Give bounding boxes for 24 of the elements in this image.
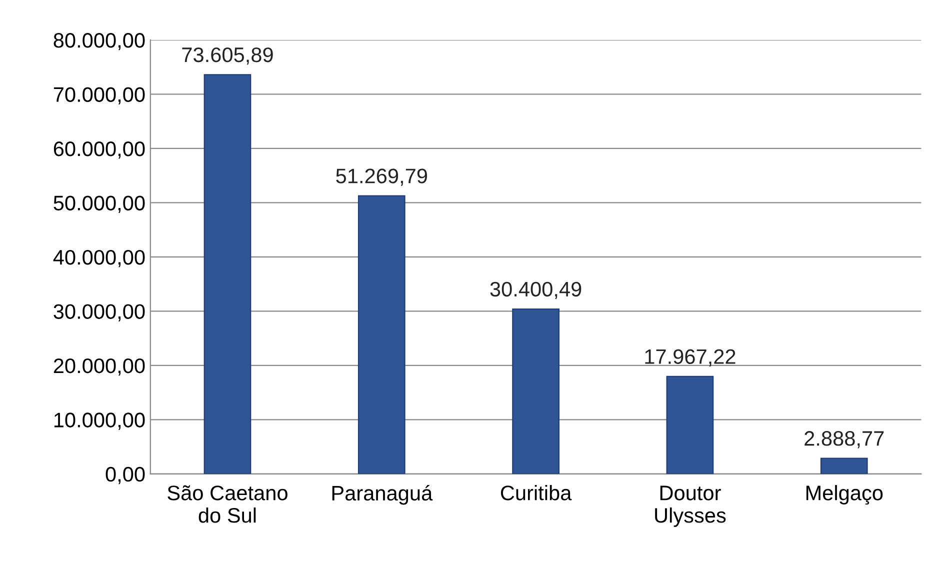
- bar: [820, 458, 868, 474]
- x-tick-label: Curitiba: [500, 485, 572, 500]
- y-tick-label: 60.000,00: [54, 141, 145, 159]
- data-label: 17.967,22: [645, 349, 736, 366]
- x-tick-label: São Caetano do Sul: [168, 485, 288, 523]
- data-label: 73.605,89: [182, 47, 273, 65]
- data-label: 2.888,77: [804, 431, 884, 448]
- y-tick-label: 50.000,00: [54, 196, 145, 213]
- x-tick-label: Melgaço: [806, 485, 883, 505]
- y-tick-label: 80.000,00: [54, 32, 145, 50]
- y-tick-label: 40.000,00: [53, 250, 145, 268]
- y-tick-label: 20.000,00: [54, 358, 145, 376]
- x-tick-label: Doutor Ulysses: [655, 486, 726, 527]
- x-tick-label: Paranaguá: [332, 485, 433, 505]
- bar: [204, 74, 252, 474]
- bar: [666, 376, 714, 474]
- bar: [512, 308, 560, 474]
- y-tick-label: 70.000,00: [54, 87, 145, 104]
- bar: [358, 195, 406, 474]
- y-tick-label: 30.000,00: [54, 304, 145, 322]
- y-tick-label: 0,00: [106, 466, 145, 484]
- y-tick-label: 10.000,00: [54, 412, 145, 430]
- data-label: 51.269,79: [336, 168, 427, 186]
- data-label: 30.400,49: [490, 282, 582, 300]
